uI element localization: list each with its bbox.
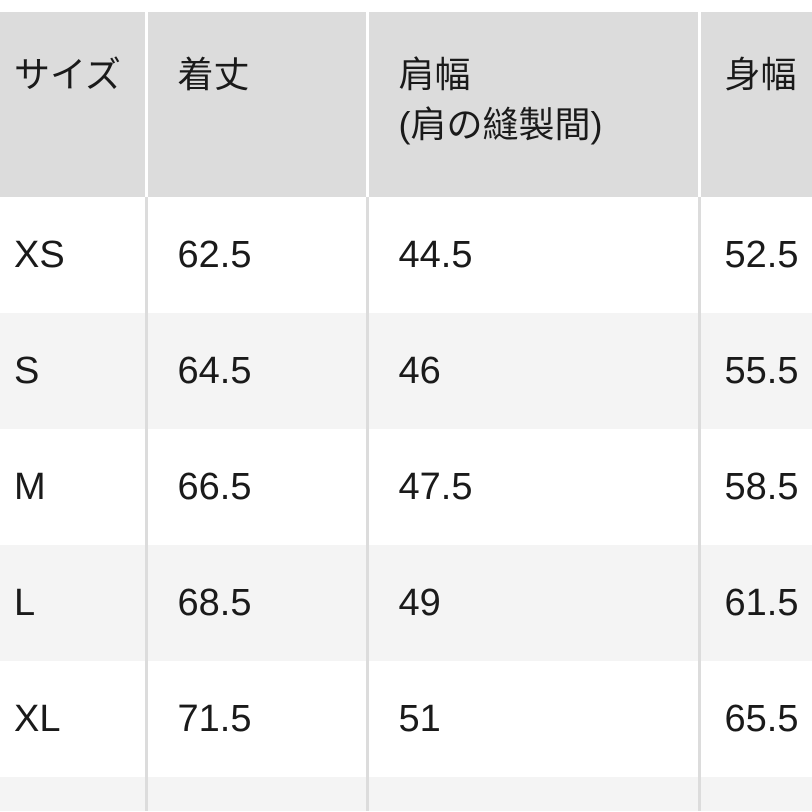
- cell-shoulder: [365, 777, 699, 811]
- cell-chest: 52.5: [697, 197, 812, 313]
- cell-shoulder: 49: [365, 545, 699, 661]
- header-chest: 身幅: [697, 12, 812, 197]
- table-row: L 68.5 49 61.5: [0, 545, 812, 661]
- cell-length: 64.5: [144, 313, 367, 429]
- cell-length: 62.5: [144, 197, 367, 313]
- header-shoulder: 肩幅 (肩の縫製間): [365, 12, 699, 197]
- table-row: XL 71.5 51 65.5: [0, 661, 812, 777]
- cell-shoulder: 51: [365, 661, 699, 777]
- cell-size: M: [14, 465, 46, 508]
- table-row: M 66.5 47.5 58.5: [0, 429, 812, 545]
- cell-size: [0, 777, 146, 811]
- cell-length: [144, 777, 367, 811]
- table-row: XS 62.5 44.5 52.5: [0, 197, 812, 313]
- cell-length: 66.5: [144, 429, 367, 545]
- cell-chest: 61.5: [697, 545, 812, 661]
- table-row: [0, 777, 812, 811]
- cell-shoulder: 44.5: [365, 197, 699, 313]
- header-row: サイズ 着丈 肩幅 (肩の縫製間) 身幅: [0, 12, 812, 197]
- cell-size: XL: [14, 697, 61, 740]
- header-shoulder-line2: (肩の縫製間): [398, 104, 603, 145]
- cell-chest: [697, 777, 812, 811]
- cell-chest: 65.5: [697, 661, 812, 777]
- header-size: サイズ: [0, 12, 146, 197]
- header-length: 着丈: [144, 12, 367, 197]
- cell-length: 71.5: [144, 661, 367, 777]
- header-shoulder-line1: 肩幅: [398, 54, 471, 95]
- cell-size: L: [0, 545, 146, 661]
- cell-shoulder: 46: [365, 313, 699, 429]
- size-chart-table: サイズ 着丈 肩幅 (肩の縫製間) 身幅 XS 62.5 44.5 52.5 S …: [0, 12, 812, 811]
- cell-length: 68.5: [144, 545, 367, 661]
- table-row: S 64.5 46 55.5: [0, 313, 812, 429]
- cell-chest: 58.5: [697, 429, 812, 545]
- cell-shoulder: 47.5: [365, 429, 699, 545]
- cell-size: S: [0, 313, 146, 429]
- cell-chest: 55.5: [697, 313, 812, 429]
- cell-size: XS: [14, 233, 65, 276]
